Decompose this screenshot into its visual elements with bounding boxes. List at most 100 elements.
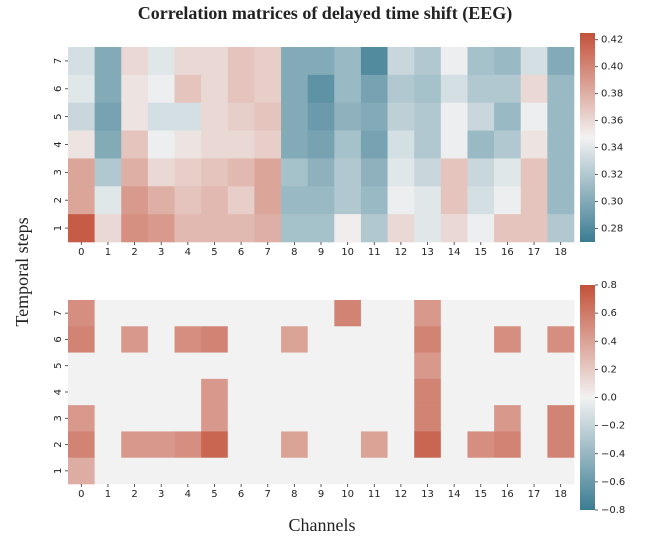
y-tick-label: 2 bbox=[53, 197, 64, 203]
heatmap-cell bbox=[94, 102, 122, 131]
x-tick-label: 15 bbox=[474, 247, 487, 258]
heatmap-cell bbox=[121, 431, 149, 459]
heatmap-cell bbox=[201, 300, 229, 327]
heatmap-cell bbox=[467, 47, 495, 76]
heatmap-cell bbox=[440, 130, 468, 159]
heatmap-cell bbox=[414, 405, 442, 432]
heatmap-cell bbox=[520, 431, 548, 459]
heatmap-cell bbox=[467, 214, 495, 243]
heatmap-cell bbox=[201, 457, 229, 485]
heatmap-cell bbox=[281, 405, 308, 432]
heatmap-cell bbox=[387, 214, 415, 243]
x-tick-label: 2 bbox=[131, 489, 137, 500]
x-tick-label: 10 bbox=[341, 489, 354, 500]
heatmap-cell bbox=[494, 378, 522, 406]
heatmap-cell bbox=[494, 158, 522, 187]
heatmap-cell bbox=[547, 457, 575, 485]
heatmap-cell bbox=[467, 74, 495, 104]
x-tick-label: 4 bbox=[185, 489, 191, 500]
y-tick-label: 6 bbox=[53, 86, 64, 92]
x-tick-label: 3 bbox=[158, 489, 164, 500]
heatmap-cell bbox=[94, 186, 122, 215]
heatmap-cell bbox=[360, 158, 388, 187]
heatmap-cell bbox=[121, 158, 149, 187]
heatmap-cell bbox=[520, 158, 548, 187]
heatmap-cell bbox=[174, 457, 202, 485]
heatmap-cell bbox=[147, 300, 175, 327]
heatmap-cell bbox=[307, 130, 335, 159]
heatmap-cell bbox=[254, 378, 282, 406]
heatmap-cell bbox=[68, 457, 95, 485]
heatmap-cell bbox=[334, 102, 362, 131]
heatmap-cell bbox=[520, 326, 548, 353]
y-tick-label: 1 bbox=[53, 468, 64, 474]
x-tick-label: 14 bbox=[448, 247, 461, 258]
x-tick-label: 0 bbox=[78, 489, 84, 500]
heatmap-cell bbox=[387, 352, 415, 380]
colorbar-tick-label: −0.6 bbox=[601, 477, 625, 488]
heatmap-cell bbox=[520, 352, 548, 380]
heatmap-cell bbox=[147, 457, 175, 485]
x-tick-label: 11 bbox=[368, 489, 381, 500]
heatmap-cell bbox=[467, 102, 495, 131]
heatmap-cell bbox=[281, 214, 308, 243]
heatmap-cell bbox=[201, 158, 229, 187]
heatmap-cell bbox=[334, 158, 362, 187]
x-tick-label: 2 bbox=[131, 247, 137, 258]
heatmap-cell bbox=[547, 47, 575, 76]
heatmap-cell bbox=[494, 74, 522, 104]
heatmap-cell bbox=[94, 130, 122, 159]
heatmap-cell bbox=[307, 431, 335, 459]
heatmap-cell bbox=[281, 431, 308, 459]
heatmap-cell bbox=[360, 186, 388, 215]
heatmap-cell bbox=[121, 74, 149, 104]
heatmap-cell bbox=[281, 352, 308, 380]
heatmap-cell bbox=[307, 326, 335, 353]
colorbar-tick-label: 0.6 bbox=[601, 308, 617, 319]
heatmap-cell bbox=[307, 158, 335, 187]
heatmap-cell bbox=[414, 352, 442, 380]
heatmap-cell bbox=[201, 326, 229, 353]
heatmap-cell bbox=[147, 130, 175, 159]
heatmap-cell bbox=[281, 300, 308, 327]
heatmap-cell bbox=[387, 431, 415, 459]
y-tick-label: 7 bbox=[53, 58, 64, 64]
heatmap-cell bbox=[201, 47, 229, 76]
heatmap-cell bbox=[387, 405, 415, 432]
heatmap-cell bbox=[254, 130, 282, 159]
heatmap-cell bbox=[387, 158, 415, 187]
heatmap-cell bbox=[227, 405, 255, 432]
heatmap-cell bbox=[121, 326, 149, 353]
heatmap-cell bbox=[360, 300, 388, 327]
y-tick-label: 2 bbox=[53, 441, 64, 447]
heatmap-cell bbox=[494, 102, 522, 131]
heatmap-cell bbox=[414, 102, 442, 131]
heatmap-cell bbox=[414, 214, 442, 243]
heatmap-cell bbox=[281, 186, 308, 215]
heatmap-cell bbox=[440, 102, 468, 131]
heatmap-cell bbox=[121, 186, 149, 215]
heatmap-cell bbox=[414, 47, 442, 76]
heatmap-cell bbox=[174, 47, 202, 76]
heatmap-cell bbox=[94, 326, 122, 353]
heatmap-cell bbox=[254, 326, 282, 353]
heatmap-cell bbox=[94, 214, 122, 243]
colorbar-tick-label: 0.40 bbox=[601, 62, 623, 73]
heatmap-cell bbox=[254, 214, 282, 243]
heatmap-cell bbox=[494, 457, 522, 485]
x-tick-label: 1 bbox=[105, 489, 111, 500]
heatmap-cell bbox=[254, 158, 282, 187]
heatmap-cell bbox=[467, 158, 495, 187]
x-tick-label: 1 bbox=[105, 247, 111, 258]
heatmap-cell bbox=[201, 130, 229, 159]
y-tick-label: 7 bbox=[53, 310, 64, 316]
heatmap-cell bbox=[414, 158, 442, 187]
heatmap-cell bbox=[307, 102, 335, 131]
heatmap-cell bbox=[520, 378, 548, 406]
heatmap-cell bbox=[201, 431, 229, 459]
heatmap-cell bbox=[360, 405, 388, 432]
heatmap-cell bbox=[494, 130, 522, 159]
heatmap-cell bbox=[68, 352, 95, 380]
heatmap-cell bbox=[440, 158, 468, 187]
heatmap-cell bbox=[360, 214, 388, 243]
